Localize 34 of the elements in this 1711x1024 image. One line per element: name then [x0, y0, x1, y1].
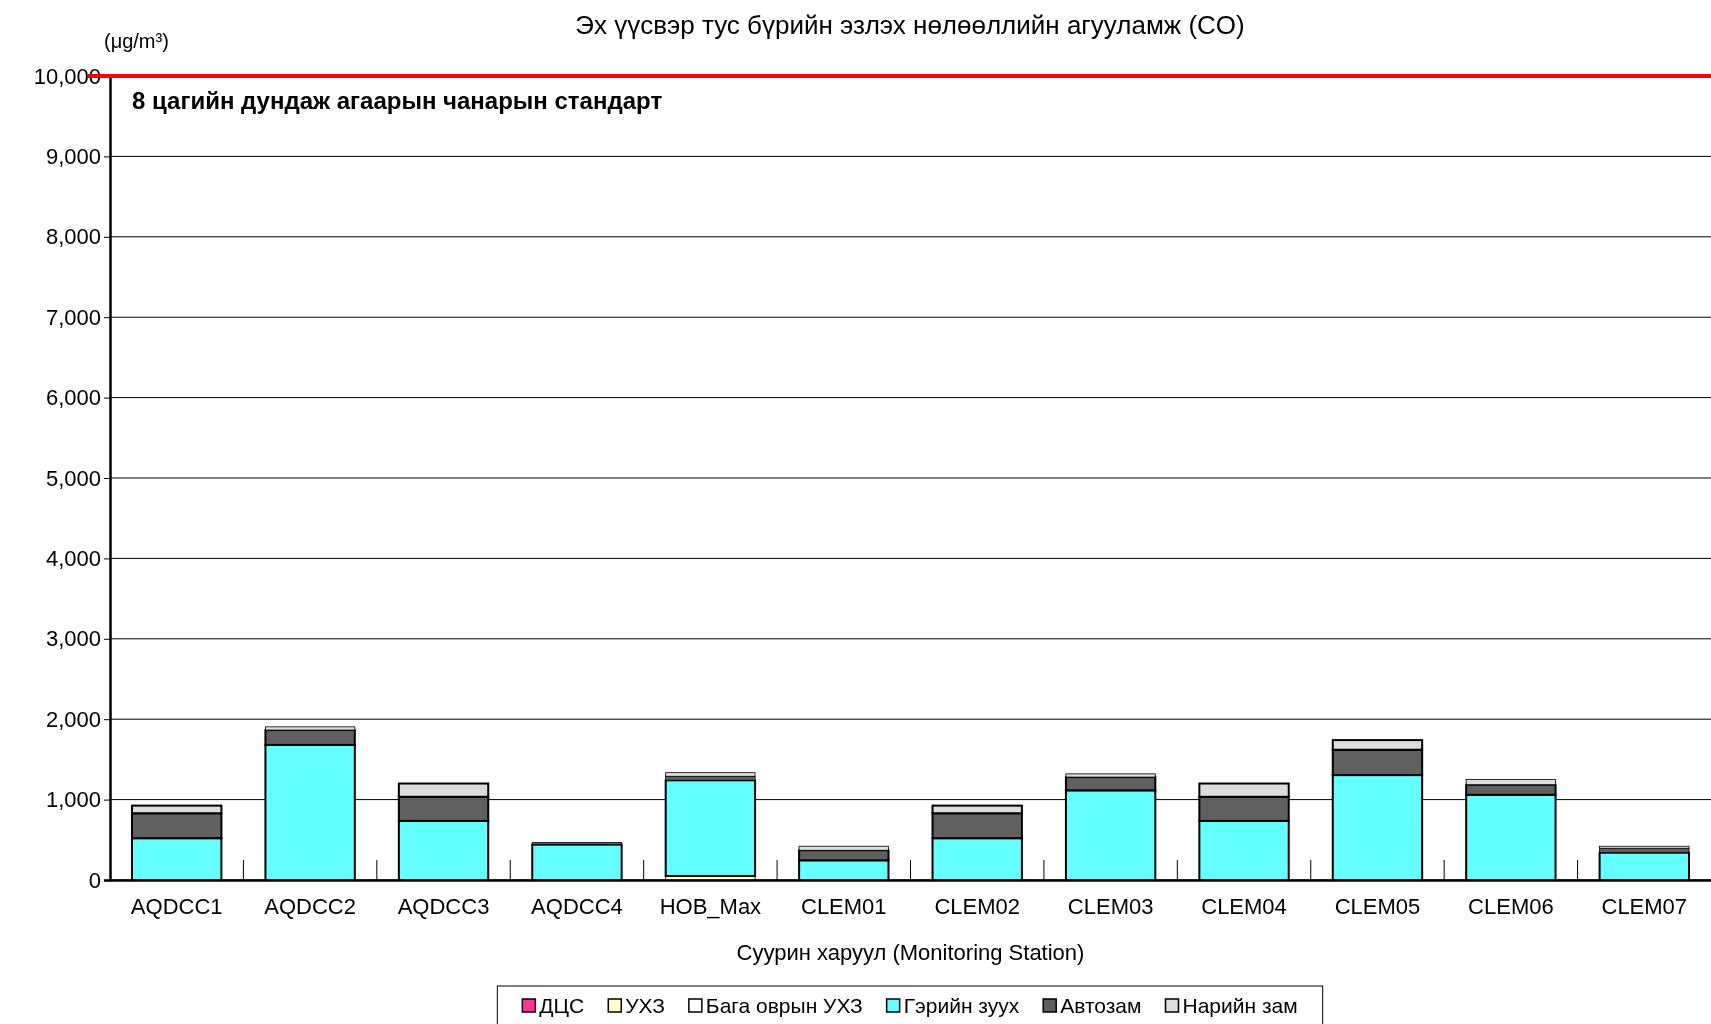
- y-tick-label: 1,000: [45, 787, 101, 813]
- y-axis-title: (μg/m³): [104, 30, 169, 52]
- x-tick-label: AQDCC2: [264, 893, 356, 919]
- x-tick-label: CLEM05: [1334, 893, 1421, 919]
- chart-title: Эх үүсвэр тус бүрийн эзлэх нөлөөллийн агууламж (CO): [575, 10, 1245, 40]
- y-tick-label: 2,000: [45, 706, 101, 732]
- x-tick-label: CLEM03: [1067, 893, 1154, 919]
- bar: [665, 772, 756, 777]
- ref-line-label: 8 цагийн дундаж агаарын чанарын стандарт: [132, 87, 663, 114]
- y-tick-label: 9,000: [45, 143, 101, 169]
- x-axis-title: Суурин харуул (Monitoring Station): [736, 940, 1085, 965]
- y-tick-label: 3,000: [45, 626, 101, 652]
- x-tick-label: AQDCC1: [130, 893, 223, 919]
- legend-label: Бага оврын УХЗ: [705, 994, 863, 1017]
- x-tick-label: CLEM07: [1601, 893, 1688, 919]
- y-tick-label: 6,000: [45, 385, 101, 411]
- legend-label: Нарийн зам: [1182, 994, 1298, 1017]
- legend-label: Автозам: [1060, 994, 1142, 1017]
- y-tick-label: 8,000: [45, 224, 101, 250]
- x-tick-label: AQDCC3: [397, 893, 490, 919]
- y-tick-label: 5,000: [45, 465, 101, 491]
- legend-label: УХЗ: [625, 994, 665, 1017]
- x-tick-label: CLEM04: [1201, 893, 1287, 919]
- y-tick-label: 4,000: [45, 545, 101, 571]
- x-tick-label: AQDCC4: [531, 893, 623, 919]
- x-tick-label: HOB_Max: [659, 893, 762, 919]
- y-tick-label: 0: [88, 867, 101, 893]
- legend-label: Гэрийн зуух: [903, 994, 1020, 1017]
- legend-label: ДЦС: [539, 994, 585, 1017]
- x-tick-label: CLEM01: [800, 893, 887, 919]
- bar: [1599, 845, 1690, 849]
- y-tick-label: 7,000: [45, 304, 101, 330]
- x-tick-label: CLEM06: [1468, 893, 1554, 919]
- x-tick-label: CLEM02: [934, 893, 1021, 919]
